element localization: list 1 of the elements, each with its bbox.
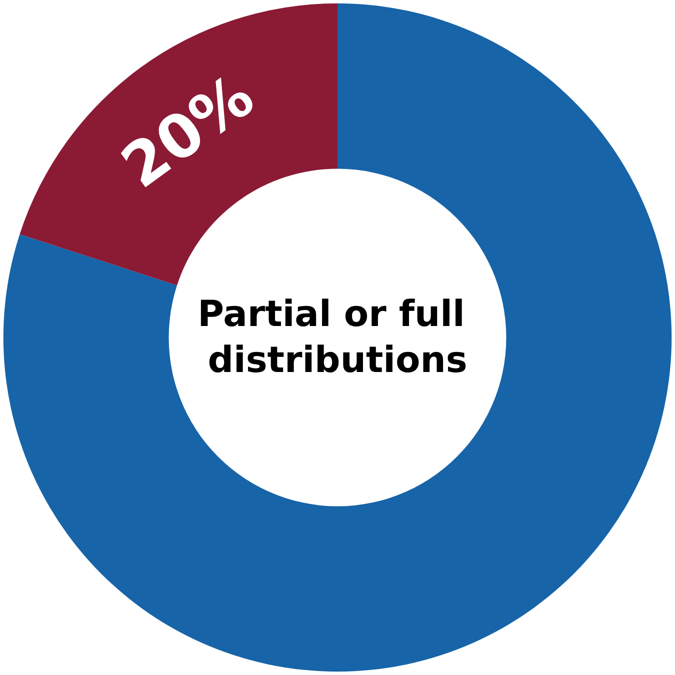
text: Partial or full distributions [198, 294, 478, 381]
